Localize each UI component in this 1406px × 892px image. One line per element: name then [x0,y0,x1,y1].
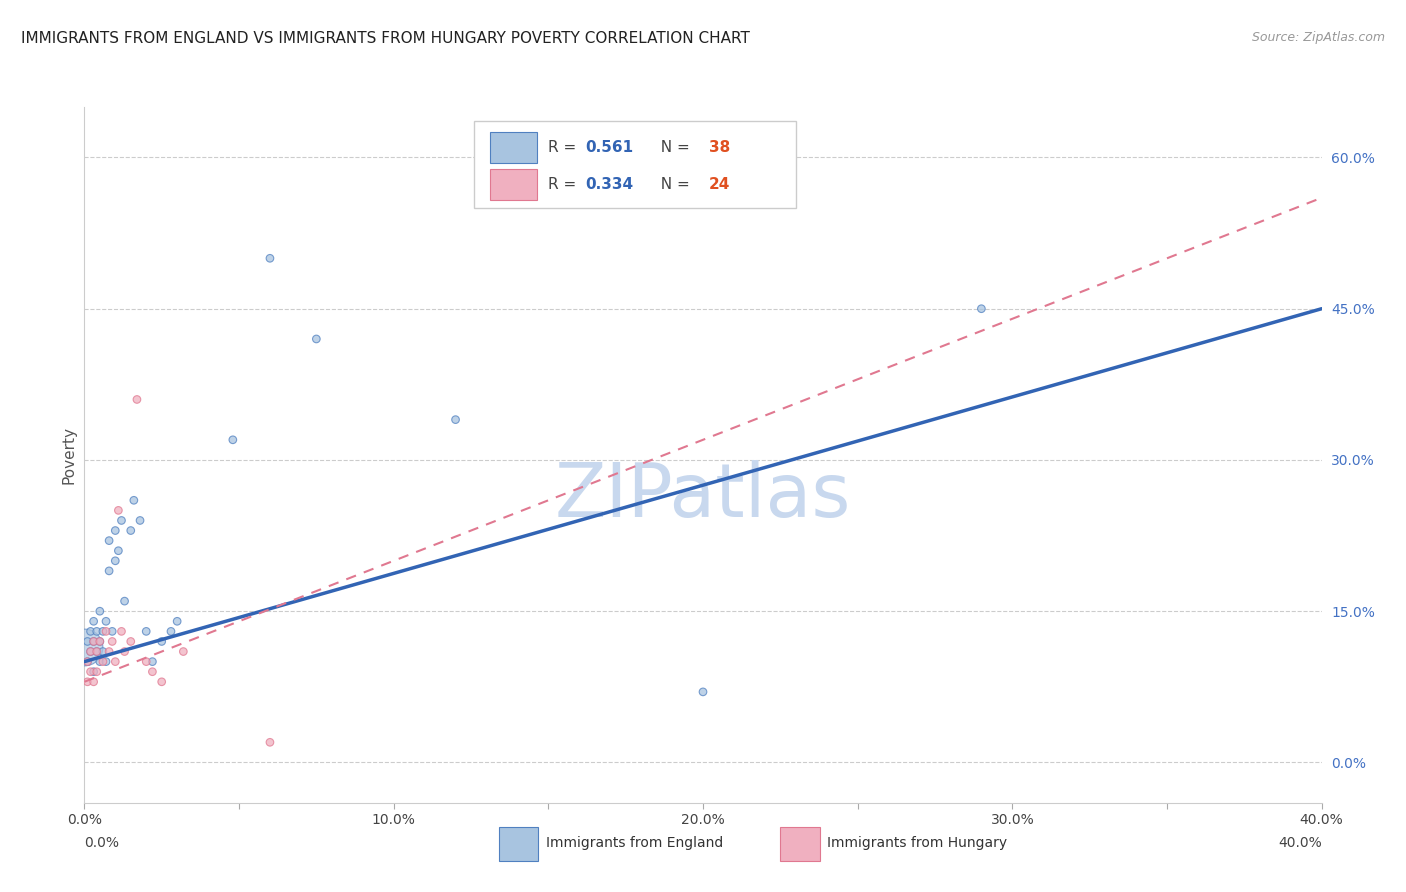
Point [120,524,142,538]
Point [150,674,173,689]
Point [91,644,114,658]
Point [94,624,117,639]
Point [259,252,281,266]
Text: 0.0%: 0.0% [84,836,120,850]
FancyBboxPatch shape [491,169,537,200]
Point [166,615,188,629]
Point [107,543,129,558]
Text: Source: ZipAtlas.com: Source: ZipAtlas.com [1251,31,1385,45]
Point [107,503,129,517]
Point [91,655,114,669]
FancyBboxPatch shape [491,132,537,162]
Text: Immigrants from Hungary: Immigrants from Hungary [827,836,1007,850]
Point [135,624,157,639]
Text: N =: N = [651,140,695,155]
Text: 0.334: 0.334 [585,177,634,192]
Point [122,493,145,508]
Point [79,665,101,679]
Text: ZIPatlas: ZIPatlas [555,460,851,533]
Point [110,513,132,527]
Point [83,634,105,648]
Point [76,634,98,648]
Point [79,624,101,639]
Point [305,332,328,346]
Point [259,735,281,749]
Bar [780,827,820,861]
Point [114,644,136,658]
Text: 24: 24 [709,177,731,192]
Point [222,433,245,447]
Text: IMMIGRANTS FROM ENGLAND VS IMMIGRANTS FROM HUNGARY POVERTY CORRELATION CHART: IMMIGRANTS FROM ENGLAND VS IMMIGRANTS FR… [21,31,749,46]
Point [970,301,993,316]
Point [94,615,117,629]
Point [89,634,111,648]
Point [444,412,467,426]
Point [83,674,105,689]
Point [86,644,108,658]
Bar [499,827,538,861]
Point [141,655,163,669]
Point [89,634,111,648]
Point [172,644,194,658]
Text: N =: N = [651,177,695,192]
Point [91,624,114,639]
Point [129,513,152,527]
Text: 38: 38 [709,140,731,155]
Text: 40.0%: 40.0% [1278,836,1322,850]
Point [98,564,121,578]
Text: R =: R = [548,177,582,192]
Point [89,655,111,669]
Text: R =: R = [548,140,582,155]
Point [94,655,117,669]
Text: Immigrants from England: Immigrants from England [546,836,723,850]
Point [104,655,127,669]
Point [76,655,98,669]
Point [73,640,96,654]
Point [86,644,108,658]
Point [104,554,127,568]
Point [86,624,108,639]
Point [104,524,127,538]
Point [79,644,101,658]
FancyBboxPatch shape [474,121,796,208]
Point [150,634,173,648]
Text: 0.561: 0.561 [585,140,634,155]
Point [135,655,157,669]
Point [101,634,124,648]
Point [76,674,98,689]
Y-axis label: Poverty: Poverty [60,425,76,484]
Point [98,533,121,548]
Point [110,624,132,639]
Point [120,634,142,648]
Point [79,644,101,658]
Point [125,392,148,407]
Point [101,624,124,639]
Point [76,655,98,669]
Point [98,644,121,658]
Point [114,594,136,608]
Point [141,665,163,679]
Point [83,615,105,629]
Point [83,665,105,679]
Point [160,624,183,639]
Point [89,604,111,618]
Point [86,665,108,679]
Point [83,634,105,648]
Point [692,685,714,699]
